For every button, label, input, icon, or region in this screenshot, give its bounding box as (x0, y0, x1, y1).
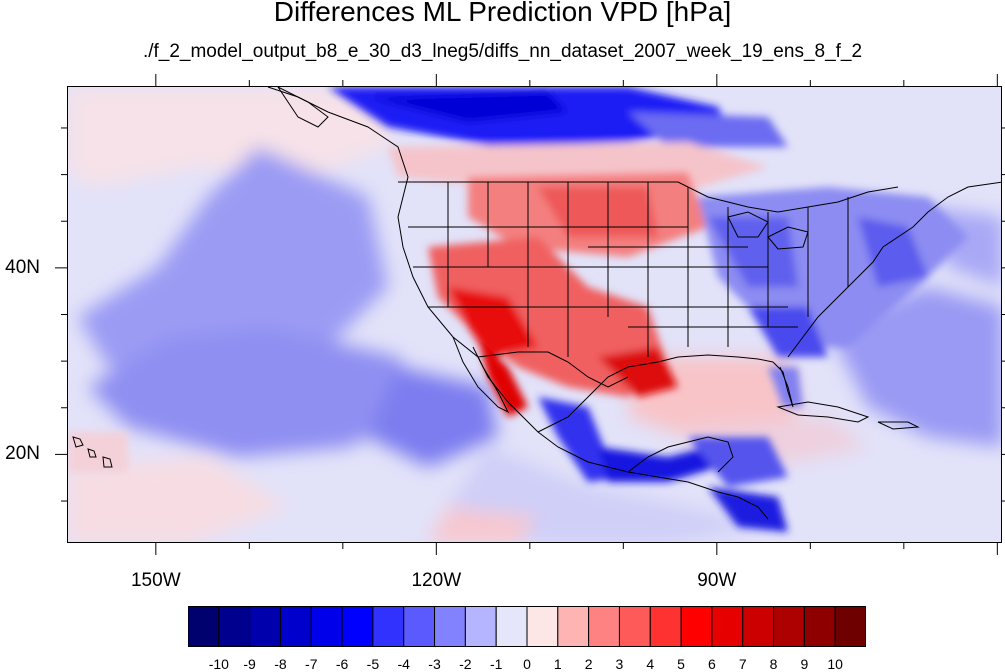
colorbar-swatch (188, 606, 220, 647)
colorbar-swatch (218, 606, 251, 647)
colorbar-label: 5 (677, 656, 685, 672)
field-ocean-anomalies (68, 87, 1001, 542)
colorbar-label: -2 (459, 656, 472, 672)
colorbar-label: -10 (208, 656, 229, 672)
colorbar-label: 4 (646, 656, 655, 672)
map-canvas (68, 87, 1001, 542)
colorbar-swatch (249, 606, 281, 647)
colorbar-label: 9 (800, 656, 809, 672)
map-panel (67, 86, 1002, 543)
colorbar-swatch (526, 606, 559, 647)
colorbar-label: -3 (428, 656, 441, 672)
colorbar-label: -9 (243, 656, 256, 672)
colorbar-label: 6 (708, 656, 716, 672)
lat-label: 40N (5, 256, 40, 278)
colorbar-swatch (711, 606, 744, 647)
colorbar-swatch (773, 606, 805, 647)
lon-label: 150W (130, 570, 181, 591)
colorbar-swatch (403, 606, 436, 647)
colorbar-label: 7 (738, 656, 747, 672)
lon-label: 120W (411, 570, 462, 591)
colorbar-swatch (434, 606, 466, 647)
colorbar-label: -6 (335, 656, 349, 672)
colorbar-swatch (495, 606, 528, 647)
colorbar-swatch (464, 606, 497, 647)
colorbar-swatch (341, 606, 374, 647)
lat-label: 20N (5, 443, 40, 465)
colorbar-swatch (649, 606, 682, 647)
colorbar-label: -4 (397, 656, 410, 672)
colorbar-label: 2 (584, 656, 593, 672)
colorbar-label: 3 (615, 656, 624, 672)
colorbar-swatch (742, 606, 775, 647)
colorbar-label: 1 (553, 656, 562, 672)
colorbar-swatch (803, 606, 836, 647)
geographic-boundaries (72, 87, 1001, 520)
colorbar-swatch (310, 606, 343, 647)
colorbar-swatch (279, 606, 312, 647)
colorbar-label: -1 (489, 656, 503, 672)
colorbar (188, 606, 866, 647)
colorbar-label: -8 (274, 656, 287, 672)
colorbar-label: -7 (305, 656, 318, 672)
colorbar-label: 10 (827, 656, 843, 672)
lon-label: 90W (697, 570, 737, 591)
colorbar-swatch (618, 606, 651, 647)
colorbar-label: -5 (366, 656, 380, 672)
colorbar-swatch (372, 606, 405, 647)
colorbar-swatch (834, 606, 866, 647)
colorbar-label: 8 (769, 656, 778, 672)
plot-title: Differences ML Prediction VPD [hPa] (273, 0, 732, 27)
colorbar-swatch (680, 606, 713, 647)
colorbar-swatch (588, 606, 620, 647)
colorbar-swatch (557, 606, 590, 647)
colorbar-label: 0 (523, 656, 531, 672)
plot-subtitle: ./f_2_model_output_b8_e_30_d3_lneg5/diff… (142, 41, 863, 62)
